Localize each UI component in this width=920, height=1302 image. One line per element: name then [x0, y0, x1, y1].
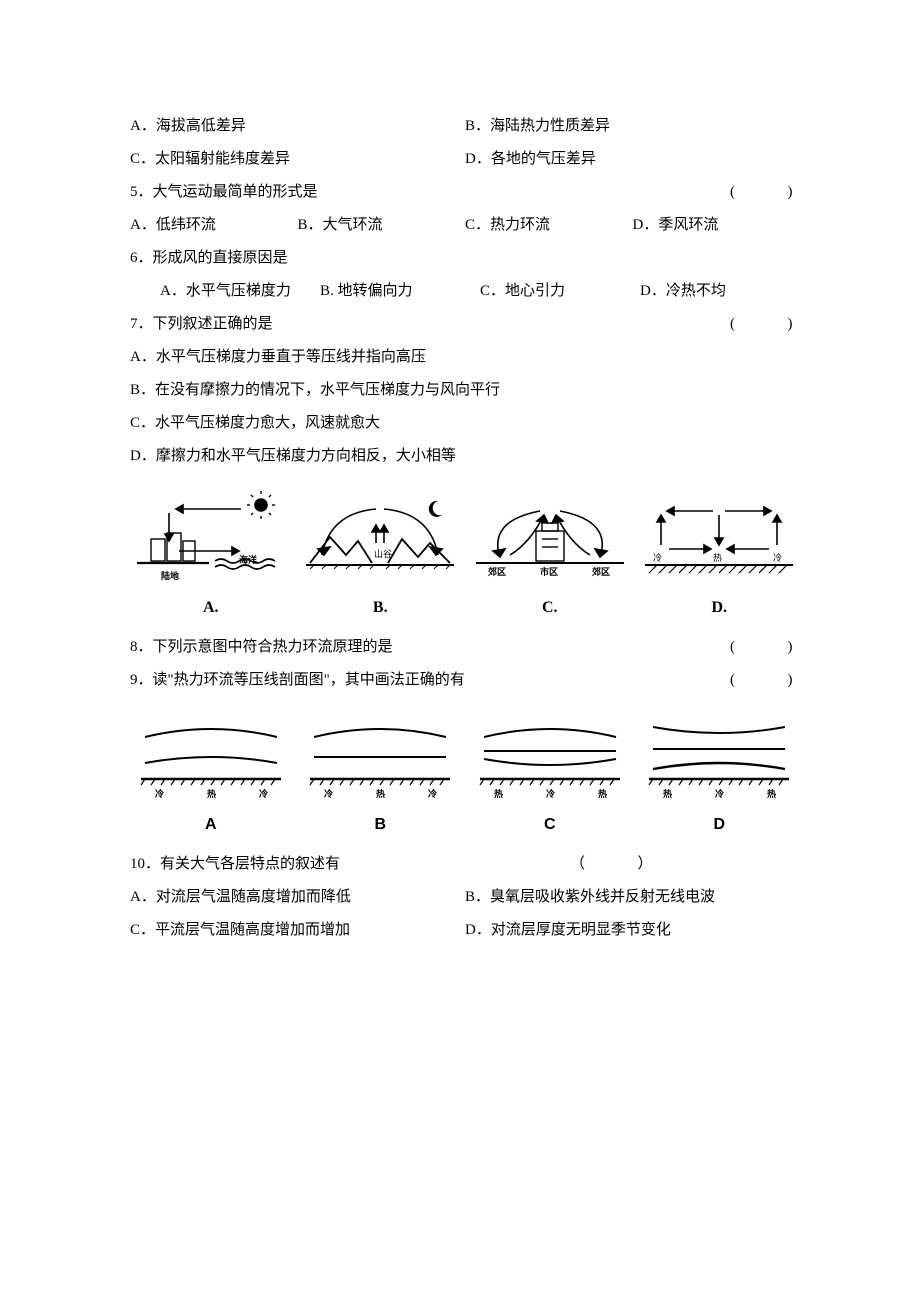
q5-opt-c: C．热力环流 — [465, 209, 633, 242]
q5-opt-b: B．大气环流 — [298, 209, 466, 242]
fig1-d: 冷 热 冷 D. — [639, 491, 801, 625]
q7-opt-c: C．水平气压梯度力愈大，风速就愈大 — [130, 407, 800, 440]
q5-stem: 5．大气运动最简单的形式是 — [130, 176, 730, 209]
fig2-a-m: 热 — [207, 788, 216, 799]
fig1-d-hot: 热 — [713, 552, 722, 563]
q8-stem: 8．下列示意图中符合热力环流原理的是 — [130, 631, 730, 664]
fig2-a-l: 冷 — [155, 788, 164, 799]
q10-opt-c: C．平流层气温随高度增加而增加 — [130, 914, 465, 947]
fig1-c-city: 市区 — [540, 566, 558, 577]
figure-set-2: 冷 热 冷 A 冷 热 冷 B — [130, 715, 800, 842]
q10-stem-line: 10．有关大气各层特点的叙述有 （ ） — [130, 848, 800, 881]
q5-options: A．低纬环流 B．大气环流 C．热力环流 D．季风环流 — [130, 209, 800, 242]
fig1-c-label: C. — [542, 590, 558, 625]
fig2-d-label: D — [713, 807, 725, 842]
q10-opt-d: D．对流层厚度无明显季节变化 — [465, 914, 800, 947]
fig2-d-m: 冷 — [715, 788, 724, 799]
fig2-c-label: C — [544, 807, 556, 842]
fig2-b-r: 冷 — [428, 788, 437, 799]
q7-opt-b: B．在没有摩擦力的情况下，水平气压梯度力与风向平行 — [130, 374, 800, 407]
q4-options-row2: C．太阳辐射能纬度差异 D．各地的气压差异 — [130, 143, 800, 176]
fig1-b-valley: 山谷 — [374, 549, 392, 559]
fig1-a-sea: 海洋 — [239, 554, 257, 565]
q9-stem-line: 9．读"热力环流等压线剖面图"，其中画法正确的有 ( ) — [130, 664, 800, 697]
q6-opt-b: B. 地转偏向力 — [320, 275, 480, 308]
q8-stem-line: 8．下列示意图中符合热力环流原理的是 ( ) — [130, 631, 800, 664]
q10-options-row2: C．平流层气温随高度增加而增加 D．对流层厚度无明显季节变化 — [130, 914, 800, 947]
figure-set-1: 陆地 海洋 A. — [130, 491, 800, 625]
fig2-d: 热 冷 热 D — [639, 715, 801, 842]
q10-options-row1: A．对流层气温随高度增加而降低 B．臭氧层吸收紫外线并反射无线电波 — [130, 881, 800, 914]
q5-opt-d: D．季风环流 — [633, 209, 801, 242]
q6-opt-c: C．地心引力 — [480, 275, 640, 308]
q6-stem: 6．形成风的直接原因是 — [130, 242, 800, 275]
fig1-c: 郊区 市区 郊区 C. — [469, 491, 631, 625]
fig2-c-r: 热 — [598, 788, 607, 799]
q7-stem: 7．下列叙述正确的是 — [130, 308, 730, 341]
fig1-c-sub2: 郊区 — [592, 566, 610, 577]
q7-opt-d: D．摩擦力和水平气压梯度力方向相反，大小相等 — [130, 440, 800, 473]
fig1-d-cold1: 冷 — [653, 552, 662, 563]
q10-paren: （ ） — [570, 848, 660, 881]
q6-opt-d: D．冷热不均 — [640, 275, 800, 308]
fig2-a: 冷 热 冷 A — [130, 715, 292, 842]
q5-stem-line: 5．大气运动最简单的形式是 ( ) — [130, 176, 800, 209]
q7-opt-a: A．水平气压梯度力垂直于等压线并指向高压 — [130, 341, 800, 374]
fig2-c-l: 热 — [494, 788, 503, 799]
q5-opt-a: A．低纬环流 — [130, 209, 298, 242]
fig1-d-label: D. — [711, 590, 727, 625]
fig2-b-m: 热 — [376, 788, 385, 799]
fig2-c: 热 冷 热 C — [469, 715, 631, 842]
q4-opt-b: B．海陆热力性质差异 — [465, 110, 800, 143]
q6-opt-a: A．水平气压梯度力 — [160, 275, 320, 308]
q8-paren: ( ) — [730, 631, 800, 664]
q10-stem: 10．有关大气各层特点的叙述有 — [130, 848, 340, 881]
q9-stem: 9．读"热力环流等压线剖面图"，其中画法正确的有 — [130, 664, 730, 697]
fig1-b-label: B. — [373, 590, 388, 625]
fig2-d-r: 热 — [767, 788, 776, 799]
fig1-d-cold2: 冷 — [773, 552, 782, 563]
fig2-b: 冷 热 冷 B — [300, 715, 462, 842]
fig1-b: 山谷 B. — [300, 491, 462, 625]
q9-paren: ( ) — [730, 664, 800, 697]
fig2-b-label: B — [374, 807, 386, 842]
fig2-a-label: A — [205, 807, 217, 842]
q4-opt-a: A．海拔高低差异 — [130, 110, 465, 143]
fig1-a: 陆地 海洋 A. — [130, 491, 292, 625]
fig2-b-l: 冷 — [324, 788, 333, 799]
q10-opt-a: A．对流层气温随高度增加而降低 — [130, 881, 465, 914]
fig2-d-l: 热 — [663, 788, 672, 799]
fig2-c-m: 冷 — [546, 788, 555, 799]
fig1-a-label: A. — [203, 590, 219, 625]
q5-paren: ( ) — [730, 176, 800, 209]
q7-stem-line: 7．下列叙述正确的是 ( ) — [130, 308, 800, 341]
q4-opt-c: C．太阳辐射能纬度差异 — [130, 143, 465, 176]
fig2-a-r: 冷 — [259, 788, 268, 799]
q4-options-row1: A．海拔高低差异 B．海陆热力性质差异 — [130, 110, 800, 143]
fig1-a-land: 陆地 — [161, 570, 179, 581]
q4-opt-d: D．各地的气压差异 — [465, 143, 800, 176]
q6-options: A．水平气压梯度力 B. 地转偏向力 C．地心引力 D．冷热不均 — [130, 275, 800, 308]
fig1-c-sub1: 郊区 — [488, 566, 506, 577]
q7-paren: ( ) — [730, 308, 800, 341]
q10-opt-b: B．臭氧层吸收紫外线并反射无线电波 — [465, 881, 800, 914]
